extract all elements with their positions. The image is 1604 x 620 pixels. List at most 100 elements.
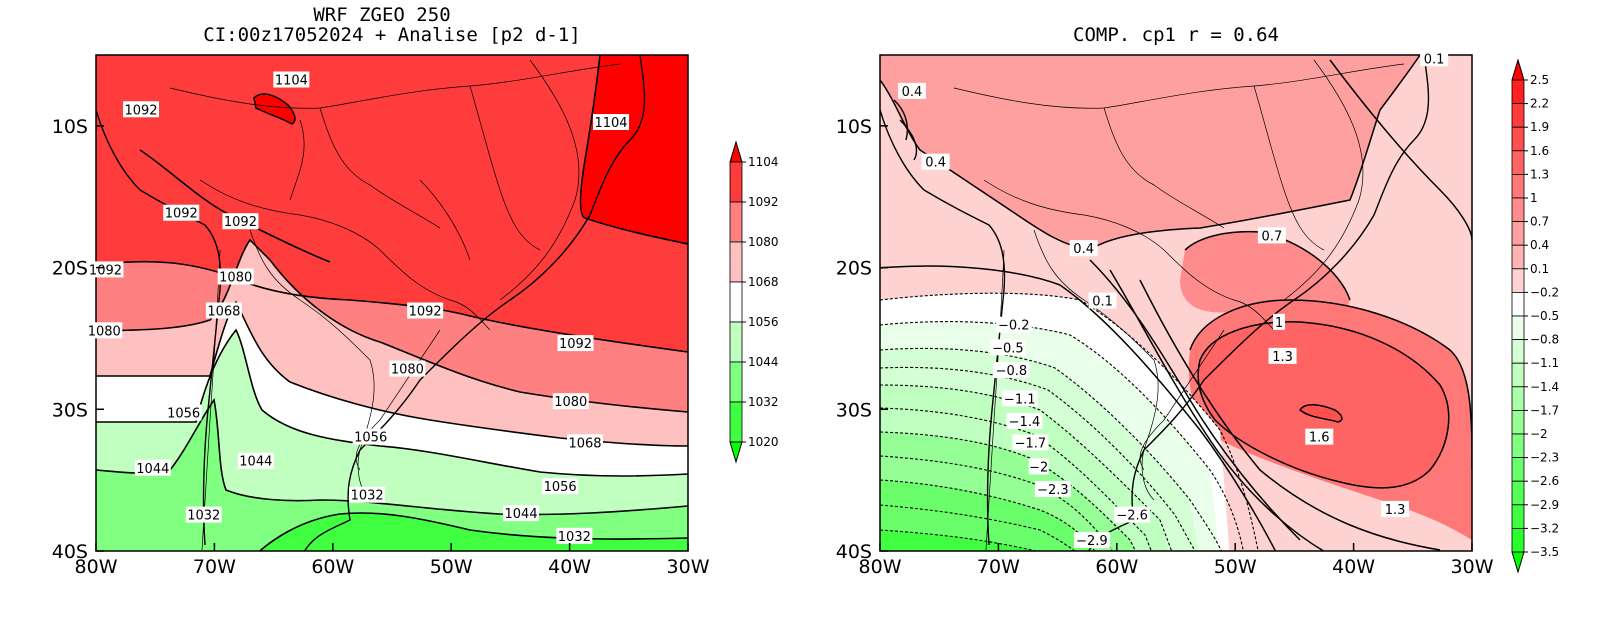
colorbar-label: 1032 <box>748 395 779 409</box>
left-colorbar: 1104 1092 1080 1068 1056 1044 1032 1020 <box>729 140 779 464</box>
contour-label-text: 1.3 <box>1385 503 1406 518</box>
band-1032-1044 <box>96 400 688 551</box>
contour-label-bg <box>87 261 124 278</box>
left-contour-label: 1092 <box>222 213 259 230</box>
contour-label-bg <box>1001 390 1038 407</box>
contour-label-bg <box>1420 50 1449 67</box>
colorbar-box <box>729 321 743 363</box>
y-tick-label: 30S <box>52 399 88 421</box>
colorbar-label: −0.8 <box>1530 333 1559 347</box>
right-contours-negative <box>880 292 1259 551</box>
contour-label-bg <box>165 404 202 421</box>
colorbar-box <box>1511 103 1525 128</box>
contour-label-bg <box>1088 292 1117 309</box>
left-title-line1: WRF ZGEO 250 <box>313 4 450 26</box>
colorbar-label: −3.2 <box>1530 521 1559 535</box>
contour-label-text: 1080 <box>391 363 424 378</box>
colorbar-label: 1044 <box>748 355 779 369</box>
contour-label-bg <box>993 362 1030 379</box>
colorbar-label: −1.1 <box>1530 356 1559 370</box>
colorbar-box <box>1511 268 1525 293</box>
colorbar-box <box>1511 362 1525 388</box>
left-contour-label: 1044 <box>134 459 171 477</box>
contour-label-bg <box>542 478 579 495</box>
band-1104-plus <box>580 55 688 244</box>
colorbar-bottom-arrow <box>1511 551 1525 574</box>
right-contour-label: −2.6 <box>1114 506 1151 524</box>
contour-label-text: 1080 <box>554 395 587 410</box>
left-contour-label: 1092 <box>557 335 594 352</box>
y-tick-label: 40S <box>836 541 872 563</box>
contour-label-bg <box>163 204 200 221</box>
colorbar-label: 0.7 <box>1530 215 1549 229</box>
left-contour-label: 1104 <box>593 114 630 131</box>
contour-label-bg <box>593 114 630 131</box>
contour-label-bg <box>1012 434 1049 451</box>
contour-label-text: 1092 <box>409 305 442 320</box>
band-1.3-1.6 <box>1198 321 1449 488</box>
contour-label-bg <box>273 71 310 88</box>
contour-label-text: 0.4 <box>1073 242 1094 257</box>
colorbar-label: 1080 <box>748 235 779 249</box>
right-contour-label: −1.1 <box>1001 390 1038 407</box>
left-title: WRF ZGEO 250 CI:00z17052024 + Analise [p… <box>203 4 581 46</box>
right-contour-label: −2.9 <box>1073 532 1110 549</box>
contour-label-text: 1.3 <box>1272 350 1293 365</box>
contour-label-bg <box>556 527 593 544</box>
colorbar-box <box>1511 150 1525 175</box>
left-contour-label: 1092 <box>87 261 124 278</box>
contour-label-bg <box>995 316 1032 333</box>
colorbar-box <box>1511 173 1525 199</box>
contour-label-text: 1 <box>1275 316 1283 331</box>
colorbar-box <box>1511 339 1525 364</box>
colorbar-label: 0.1 <box>1530 262 1549 276</box>
colorbar-label: −2.9 <box>1530 498 1559 512</box>
right-contour-label: 1 <box>1273 313 1286 331</box>
contour-label-bg <box>921 153 950 170</box>
x-tick-label: 50W <box>430 556 473 578</box>
contour-label-text: 0.1 <box>1424 52 1445 67</box>
y-tick-label: 10S <box>52 116 88 138</box>
contour-label-bg <box>134 459 171 476</box>
y-tick-label: 20S <box>836 258 872 280</box>
colorbar-label: 1 <box>1530 191 1538 205</box>
colorbar-box <box>1511 386 1525 411</box>
contour-label-bg <box>989 339 1026 356</box>
right-contour-label: 0.1 <box>1420 50 1449 67</box>
colorbar-label: −3.5 <box>1530 545 1559 559</box>
contour-label-text: 1092 <box>224 215 257 230</box>
y-tick-label: 20S <box>52 258 88 280</box>
left-contour-label: 1080 <box>86 322 123 339</box>
colorbar-box <box>1511 480 1525 506</box>
right-contour-label: −1.4 <box>1006 413 1043 430</box>
x-tick-label: 80W <box>859 556 902 578</box>
colorbar-label: −0.5 <box>1530 309 1559 323</box>
colorbar-label: 1068 <box>748 275 779 289</box>
colorbar-label: −2.3 <box>1530 451 1559 465</box>
left-axis-ticks: 80W 70W 60W 50W 40W 30W 10S 20S 30S 40S <box>52 116 710 578</box>
contour-label-text: 1044 <box>505 507 538 522</box>
colorbar-box <box>729 361 743 403</box>
x-tick-label: 40W <box>548 556 591 578</box>
colorbar-box <box>1511 197 1525 223</box>
contour-label-bg <box>217 268 254 285</box>
left-contour-label: 1104 <box>273 71 310 89</box>
right-contour-label: −2 <box>1028 458 1049 475</box>
colorbar-box <box>1511 221 1525 246</box>
left-contour-label: 1044 <box>503 505 540 522</box>
contour-label-text: 1092 <box>559 337 592 352</box>
contour-label-text: 1092 <box>89 263 122 278</box>
contour-label-bg <box>557 335 594 352</box>
colorbar-box <box>1511 126 1525 152</box>
right-colorbar: 2.5 2.2 1.9 1.6 1.3 1 0.7 0.4 0.1 −0.2 −0.5 −0.8 −1.… <box>1511 58 1559 574</box>
colorbar-label: 2.2 <box>1530 97 1549 111</box>
x-tick-label: 40W <box>1332 556 1375 578</box>
contour-label-text: 1056 <box>544 480 577 495</box>
contour-label-text: 0.1 <box>1092 295 1113 310</box>
right-contour-label: −0.8 <box>993 362 1030 379</box>
contour-label-text: −2.3 <box>1037 483 1069 498</box>
colorbar-label: 1104 <box>748 155 779 169</box>
contour-label-text: 1092 <box>124 103 157 118</box>
colorbar-label: 1.3 <box>1530 167 1549 181</box>
colorbar-box <box>1511 457 1525 482</box>
